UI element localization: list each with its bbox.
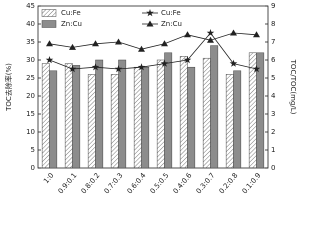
marker (46, 40, 53, 47)
x-tick-label: 0.5:0.5 (149, 171, 171, 195)
legend-swatch (41, 20, 57, 28)
marker (253, 31, 260, 38)
marker (114, 65, 123, 73)
y2-tick-label: 1 (271, 146, 275, 154)
marker (183, 56, 192, 64)
marker (69, 43, 76, 50)
bar (233, 70, 242, 169)
y2-tick-label: 2 (271, 128, 275, 136)
bar (256, 52, 265, 169)
bar (141, 66, 150, 169)
x-tick-label: 0.8:0.2 (80, 171, 102, 195)
legend-label: Cu:Fe (61, 9, 81, 17)
y-tick-label: 20 (26, 92, 35, 100)
marker (137, 63, 146, 71)
y2-axis-title: TOC/TOC(mg/L) (289, 59, 297, 115)
y2-tick-label: 7 (271, 38, 275, 46)
x-tick-label: 0.1:0.9 (241, 171, 263, 195)
marker (45, 56, 54, 64)
marker (138, 45, 145, 52)
marker (146, 9, 154, 17)
bar (118, 59, 127, 169)
bar (41, 63, 50, 169)
bar (202, 57, 211, 169)
bar (133, 66, 142, 169)
bar (225, 74, 234, 169)
legend-label: Zn:Cu (61, 20, 82, 28)
marker (229, 59, 238, 67)
bar (110, 74, 119, 169)
bar (72, 65, 81, 169)
bar (210, 45, 219, 169)
marker (160, 59, 169, 67)
marker (92, 40, 99, 47)
marker (230, 29, 237, 36)
marker (252, 65, 261, 73)
marker (91, 63, 100, 71)
bar (164, 52, 173, 169)
bar (64, 63, 73, 169)
x-tick-label: 0.9:0.1 (57, 171, 79, 195)
y2-tick-label: 0 (271, 164, 275, 172)
bar (49, 70, 58, 169)
bar (187, 66, 196, 169)
y-tick-label: 45 (26, 2, 35, 10)
bar (156, 59, 165, 169)
line (49, 32, 257, 50)
legend-label: Zn:Cu (161, 20, 182, 28)
bar (87, 74, 96, 169)
y-tick-label: 25 (26, 74, 35, 82)
marker (206, 29, 215, 37)
chart: TOC去除率(%) TOC/TOC(mg/L) 0510152025303540… (4, 2, 297, 195)
marker (161, 40, 168, 47)
marker (207, 36, 214, 43)
line (49, 32, 257, 70)
bar (179, 56, 188, 169)
marker (146, 20, 154, 27)
marker (184, 31, 191, 38)
x-tick-label: 0.4:0.6 (172, 171, 194, 195)
y2-tick-label: 3 (271, 110, 275, 118)
y-tick-label: 15 (26, 110, 35, 118)
y-tick-label: 5 (31, 146, 35, 154)
bar (95, 59, 104, 169)
y-tick-label: 35 (26, 38, 35, 46)
y2-tick-label: 8 (271, 20, 275, 28)
plot-frame (37, 5, 269, 169)
y-tick-label: 10 (26, 128, 35, 136)
y2-tick-label: 5 (271, 74, 275, 82)
y-tick-label: 0 (31, 164, 35, 172)
marker (68, 65, 77, 73)
y-axis-title: TOC去除率(%) (4, 63, 13, 112)
x-tick-label: 0.6:0.4 (126, 171, 148, 195)
x-tick-label: 0.3:0.7 (195, 171, 217, 195)
x-tick-label: 0.7:0.3 (103, 171, 125, 195)
y-tick-label: 30 (26, 56, 35, 64)
marker (115, 38, 122, 45)
legend-label: Cu:Fe (161, 9, 181, 17)
x-tick-label: 0.2:0.8 (218, 171, 240, 195)
y2-tick-label: 4 (271, 92, 276, 100)
x-tick-label: 1:0 (42, 171, 55, 185)
y2-tick-label: 9 (271, 2, 275, 10)
y2-tick-label: 6 (271, 56, 276, 64)
legend-swatch (41, 9, 57, 17)
y-tick-label: 40 (26, 20, 35, 28)
